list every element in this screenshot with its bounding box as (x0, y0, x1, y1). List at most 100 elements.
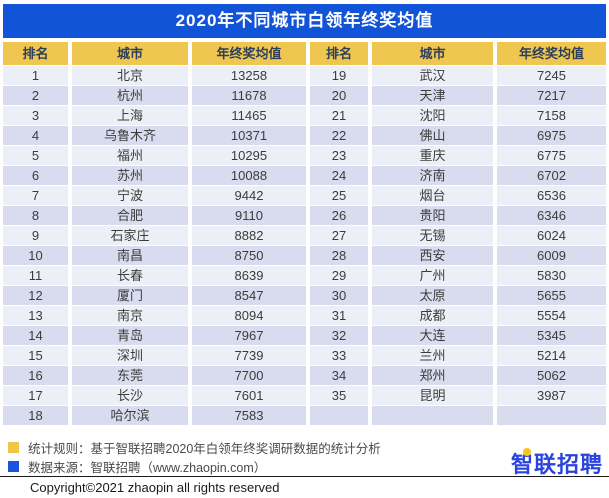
table-cell-city (372, 406, 493, 425)
table-cell-city: 昆明 (372, 386, 493, 405)
table-cell-rank: 6 (3, 166, 68, 185)
table-cell-rank (310, 406, 368, 425)
table-cell-value: 6775 (497, 146, 606, 165)
table-cell-value: 7700 (192, 366, 306, 385)
table-cell-value: 6009 (497, 246, 606, 265)
table-cell-city: 成都 (372, 306, 493, 325)
table-cell-city: 烟台 (372, 186, 493, 205)
table-cell-city: 哈尔滨 (72, 406, 188, 425)
table-cell-rank: 1 (3, 66, 68, 85)
table-cell-rank: 8 (3, 206, 68, 225)
table-cell-city: 北京 (72, 66, 188, 85)
table-cell-rank: 19 (310, 66, 368, 85)
table-cell-value: 5214 (497, 346, 606, 365)
blue-swatch-icon (8, 460, 19, 472)
table-cell-rank: 27 (310, 226, 368, 245)
table-cell-city: 广州 (372, 266, 493, 285)
table-cell-rank: 28 (310, 246, 368, 265)
table-cell-city: 重庆 (372, 146, 493, 165)
table-cell-city: 长春 (72, 266, 188, 285)
table-cell-value: 11465 (192, 106, 306, 125)
table-cell-value: 8639 (192, 266, 306, 285)
table-cell-value: 7158 (497, 106, 606, 125)
table-cell-value: 7217 (497, 86, 606, 105)
table-cell-value: 5062 (497, 366, 606, 385)
table-cell-city: 福州 (72, 146, 188, 165)
table-cell-rank: 4 (3, 126, 68, 145)
table-cell-rank: 2 (3, 86, 68, 105)
note-data-source-text: 数据来源：智联招聘（www.zhaopin.com） (28, 460, 267, 475)
table-cell-value: 10371 (192, 126, 306, 145)
table-cell-city: 天津 (372, 86, 493, 105)
table-cell-value: 10295 (192, 146, 306, 165)
table-cell-rank: 34 (310, 366, 368, 385)
column-header-city: 城市 (72, 42, 188, 65)
table-cell-city: 南京 (72, 306, 188, 325)
table-cell-value: 7583 (192, 406, 306, 425)
table-cell-city: 贵阳 (372, 206, 493, 225)
table-cell-city: 合肥 (72, 206, 188, 225)
table-cell-value: 8094 (192, 306, 306, 325)
table-cell-value: 7739 (192, 346, 306, 365)
note-stat-rule-text: 统计规则：基于智联招聘2020年白领年终奖调研数据的统计分析 (28, 441, 381, 456)
table-cell-city: 杭州 (72, 86, 188, 105)
table-cell-rank: 14 (3, 326, 68, 345)
table-cell-value: 11678 (192, 86, 306, 105)
note-stat-rule: 统计规则：基于智联招聘2020年白领年终奖调研数据的统计分析 (8, 440, 381, 456)
table-cell-city: 乌鲁木齐 (72, 126, 188, 145)
table-cell-city: 太原 (372, 286, 493, 305)
table-cell-city: 西安 (372, 246, 493, 265)
column-header-value: 年终奖均值 (192, 42, 306, 65)
yellow-swatch-icon (8, 441, 19, 453)
footer-divider (0, 476, 609, 477)
table-cell-city: 长沙 (72, 386, 188, 405)
table-cell-rank: 16 (3, 366, 68, 385)
table-cell-city: 石家庄 (72, 226, 188, 245)
table-cell-value: 6702 (497, 166, 606, 185)
table-cell-value: 7967 (192, 326, 306, 345)
column-header-city: 城市 (372, 42, 493, 65)
table-cell-rank: 22 (310, 126, 368, 145)
table-cell-value: 6975 (497, 126, 606, 145)
table-cell-city: 宁波 (72, 186, 188, 205)
table-cell-rank: 35 (310, 386, 368, 405)
table-cell-rank: 5 (3, 146, 68, 165)
table-cell-rank: 26 (310, 206, 368, 225)
page-title: 2020年不同城市白领年终奖均值 (3, 4, 606, 38)
note-data-source: 数据来源：智联招聘（www.zhaopin.com） (8, 459, 267, 475)
table-cell-value: 9110 (192, 206, 306, 225)
table-cell-value: 7601 (192, 386, 306, 405)
copyright-text: Copyright©2021 zhaopin all rights reserv… (30, 480, 280, 495)
table-cell-value: 8882 (192, 226, 306, 245)
table-cell-rank: 25 (310, 186, 368, 205)
table-cell-value: 6346 (497, 206, 606, 225)
table-cell-rank: 11 (3, 266, 68, 285)
table-cell-value: 5830 (497, 266, 606, 285)
table-cell-value (497, 406, 606, 425)
table-cell-rank: 20 (310, 86, 368, 105)
table-cell-city: 苏州 (72, 166, 188, 185)
table-cell-city: 厦门 (72, 286, 188, 305)
table-cell-city: 武汉 (372, 66, 493, 85)
table-cell-rank: 31 (310, 306, 368, 325)
table-cell-city: 上海 (72, 106, 188, 125)
column-header-rank: 排名 (310, 42, 368, 65)
table-cell-city: 无锡 (372, 226, 493, 245)
table-cell-city: 沈阳 (372, 106, 493, 125)
table-cell-city: 东莞 (72, 366, 188, 385)
table-cell-value: 10088 (192, 166, 306, 185)
table-cell-value: 13258 (192, 66, 306, 85)
table-cell-city: 佛山 (372, 126, 493, 145)
zhaopin-logo: 智联招聘 (511, 447, 603, 479)
table-cell-value: 9442 (192, 186, 306, 205)
table-cell-value: 3987 (497, 386, 606, 405)
table-cell-value: 6536 (497, 186, 606, 205)
table-cell-city: 兰州 (372, 346, 493, 365)
table-cell-rank: 15 (3, 346, 68, 365)
table-cell-value: 5655 (497, 286, 606, 305)
table-cell-city: 济南 (372, 166, 493, 185)
table-cell-value: 7245 (497, 66, 606, 85)
column-header-value: 年终奖均值 (497, 42, 606, 65)
table-cell-city: 大连 (372, 326, 493, 345)
table-cell-value: 6024 (497, 226, 606, 245)
